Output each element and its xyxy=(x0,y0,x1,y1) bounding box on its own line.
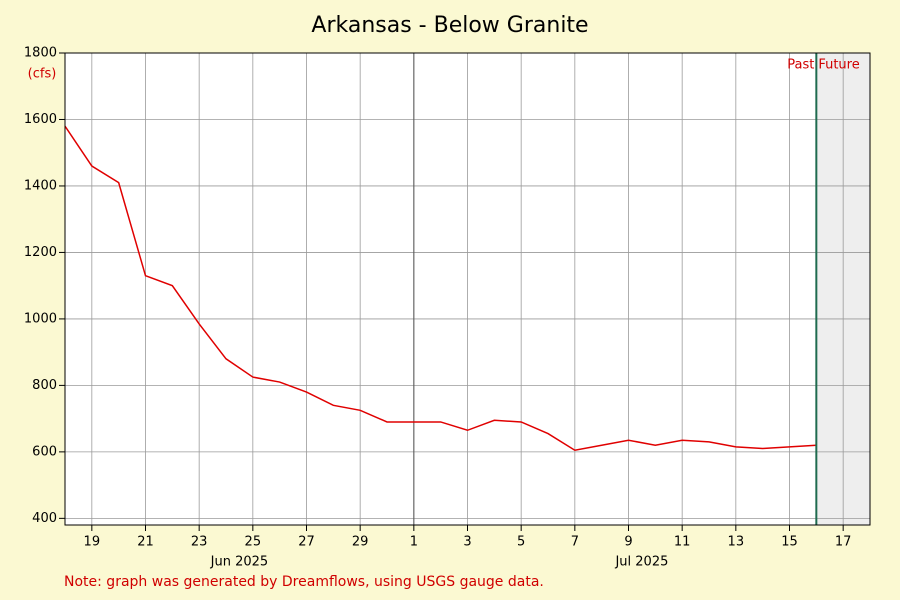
x-tick-label: 11 xyxy=(674,535,691,550)
x-tick-label: 21 xyxy=(137,535,154,550)
future-label: Future xyxy=(818,58,859,73)
x-tick-label: 23 xyxy=(191,535,208,550)
month-label: Jun 2025 xyxy=(210,555,269,570)
x-tick-label: 17 xyxy=(835,535,852,550)
month-label: Jul 2025 xyxy=(614,555,668,570)
x-tick-label: 25 xyxy=(245,535,262,550)
x-tick-label: 13 xyxy=(728,535,745,550)
flow-line xyxy=(64,125,817,452)
plot-frame xyxy=(64,52,871,526)
note: Note: graph was generated by Dreamflows,… xyxy=(64,574,544,590)
y-tick-label: 600 xyxy=(32,444,57,459)
y-tick-label: 1800 xyxy=(24,46,57,61)
x-tick-label: 15 xyxy=(781,535,798,550)
x-tick-label: 7 xyxy=(571,535,579,550)
x-tick-label: 19 xyxy=(84,535,101,550)
x-tick-label: 9 xyxy=(624,535,632,550)
y-axis-label: (cfs) xyxy=(28,67,57,82)
y-tick-label: 1200 xyxy=(24,245,57,260)
y-tick-label: 1600 xyxy=(24,112,57,127)
y-tick-label: 1400 xyxy=(24,178,57,193)
y-tick-label: 400 xyxy=(32,511,57,526)
x-tick-label: 5 xyxy=(517,535,525,550)
x-tick-label: 3 xyxy=(463,535,471,550)
x-tick-label: 27 xyxy=(298,535,315,550)
y-tick-label: 1000 xyxy=(24,311,57,326)
y-tick-label: 800 xyxy=(32,378,57,393)
chart-title: Arkansas - Below Granite xyxy=(311,13,588,38)
x-tick-label: 1 xyxy=(410,535,418,550)
past-label: Past xyxy=(787,58,814,73)
x-tick-label: 29 xyxy=(352,535,369,550)
